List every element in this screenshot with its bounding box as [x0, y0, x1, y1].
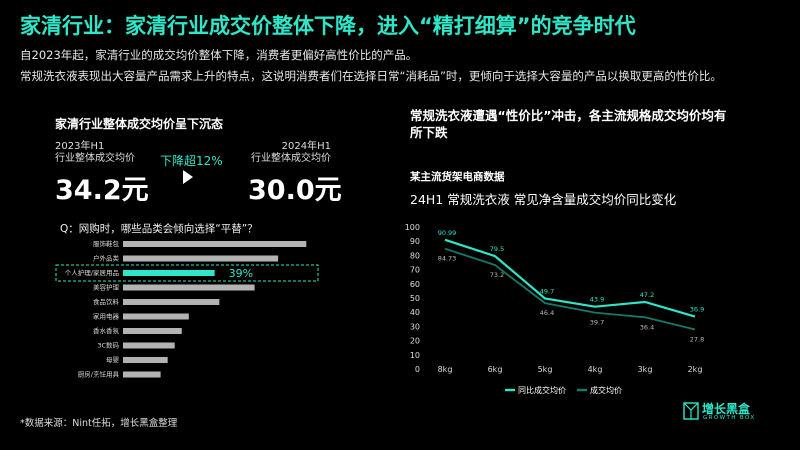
y-tick-label: 0 — [415, 365, 420, 374]
bar — [123, 284, 255, 291]
data-label: 47.2 — [640, 291, 654, 299]
right-panel-subtitle: 某主流货架电商数据 — [410, 171, 505, 183]
stat-2023-value: 34.2元 — [55, 175, 149, 206]
y-tick-label: 10 — [410, 351, 420, 360]
data-label: 27.8 — [690, 336, 704, 344]
bar-category-label: 个人护理/家居用品 — [65, 268, 119, 277]
bar-category-label: 厨房/烹饪用具 — [78, 370, 120, 379]
bar — [123, 357, 168, 363]
x-tick-label: 6kg — [488, 365, 503, 374]
data-label: 79.5 — [490, 245, 504, 253]
arrow-right-icon — [183, 170, 193, 184]
stat-2023-year: 2023年H1 — [55, 141, 105, 152]
stat-2023-caption: 行业整体成交均价 — [55, 153, 135, 164]
bar-category-label: 3C数码 — [97, 341, 119, 350]
series-line — [444, 247, 696, 331]
y-tick-label: 90 — [410, 237, 420, 246]
y-tick-label: 20 — [410, 337, 420, 346]
bar-data-label: 39% — [229, 267, 253, 280]
brand-name: 增长黑盒 — [702, 402, 751, 416]
y-tick-label: 40 — [410, 308, 420, 317]
brand-subname: GROWTH BOX — [703, 415, 756, 421]
page-title: 家清行业：家清行业成交价整体下降，进入“精打细算”的竞争时代 — [20, 14, 636, 38]
left-panel-title: 家清行业整体成交均价呈下沉态 — [55, 117, 224, 131]
y-tick-label: 80 — [410, 251, 420, 260]
drop-percent-label: 下降超12% — [160, 154, 223, 168]
right-panel-title: 常规洗衣液遭遇“性价比”冲击，各主流规格成交均价均有所下跌 — [410, 108, 727, 140]
bar — [123, 255, 279, 262]
bar — [123, 371, 161, 378]
bar-category-label: 家用电器 — [93, 312, 120, 321]
y-tick-label: 30 — [410, 322, 420, 331]
x-tick-label: 2kg — [688, 365, 703, 374]
data-label: 90.99 — [438, 229, 457, 237]
brand-logo-icon — [683, 402, 699, 420]
y-tick-label: 100 — [405, 223, 420, 232]
data-label: 36.4 — [640, 323, 654, 331]
legend-label: 同比成交均价 — [518, 385, 566, 395]
bar-highlight-frame — [55, 264, 319, 282]
y-tick-label: 60 — [410, 280, 420, 289]
x-tick-label: 8kg — [438, 365, 453, 374]
bar — [123, 328, 182, 334]
x-tick-label: 3kg — [638, 365, 653, 374]
data-label: 46.4 — [540, 309, 554, 317]
stat-2023-label: 2023年H1 行业整体成交均价 — [55, 141, 135, 165]
x-tick-label: 5kg — [538, 365, 553, 374]
survey-question: Q：网购时，哪些品类会倾向选择“平替”？ — [60, 223, 258, 235]
bar — [123, 241, 307, 247]
bar-category-label: 香水香氛 — [93, 326, 120, 335]
data-label: 49.7 — [540, 287, 554, 295]
bar — [123, 270, 215, 276]
intro-line-2: 常规洗衣液表现出大容量产品需求上升的特点，这说明消费者们在选择日常“消耗品”时，… — [20, 69, 722, 83]
stat-2024-year: 2024年H1 — [281, 141, 331, 152]
line-chart-title: 24H1 常规洗衣液 常见净含量成交均价同比变化 — [410, 192, 677, 207]
bar-category-label: 母婴 — [106, 356, 120, 364]
data-label: 43.9 — [590, 296, 604, 304]
series-line — [444, 238, 696, 318]
bar-category-label: 服饰鞋包 — [93, 239, 120, 248]
stat-2024-label: 2024年H1 行业整体成交均价 — [251, 141, 331, 165]
stat-2024-caption: 行业整体成交均价 — [251, 153, 331, 164]
data-label: 84.73 — [438, 255, 457, 263]
intro-line-1: 自2023年起，家清行业的成交均价整体下降，消费者更偏好高性价比的产品。 — [20, 48, 418, 62]
data-source-note: *数据来源：Nint任拓，增长黑盒整理 — [20, 418, 178, 429]
bar — [123, 299, 220, 305]
bar-category-label: 美容护理 — [93, 283, 120, 292]
legend-label: 成交均价 — [590, 385, 622, 395]
data-label: 36.9 — [690, 306, 704, 314]
y-tick-label: 50 — [410, 294, 420, 303]
data-label: 39.7 — [590, 319, 604, 327]
bar — [123, 313, 189, 320]
data-label: 73.2 — [490, 271, 504, 279]
x-tick-label: 4kg — [588, 365, 603, 374]
bar — [123, 342, 175, 349]
bar-category-label: 食品饮料 — [93, 297, 120, 306]
bar-category-label: 户外品类 — [93, 254, 120, 263]
stat-2024-value: 30.0元 — [248, 175, 342, 206]
y-tick-label: 70 — [410, 266, 420, 275]
